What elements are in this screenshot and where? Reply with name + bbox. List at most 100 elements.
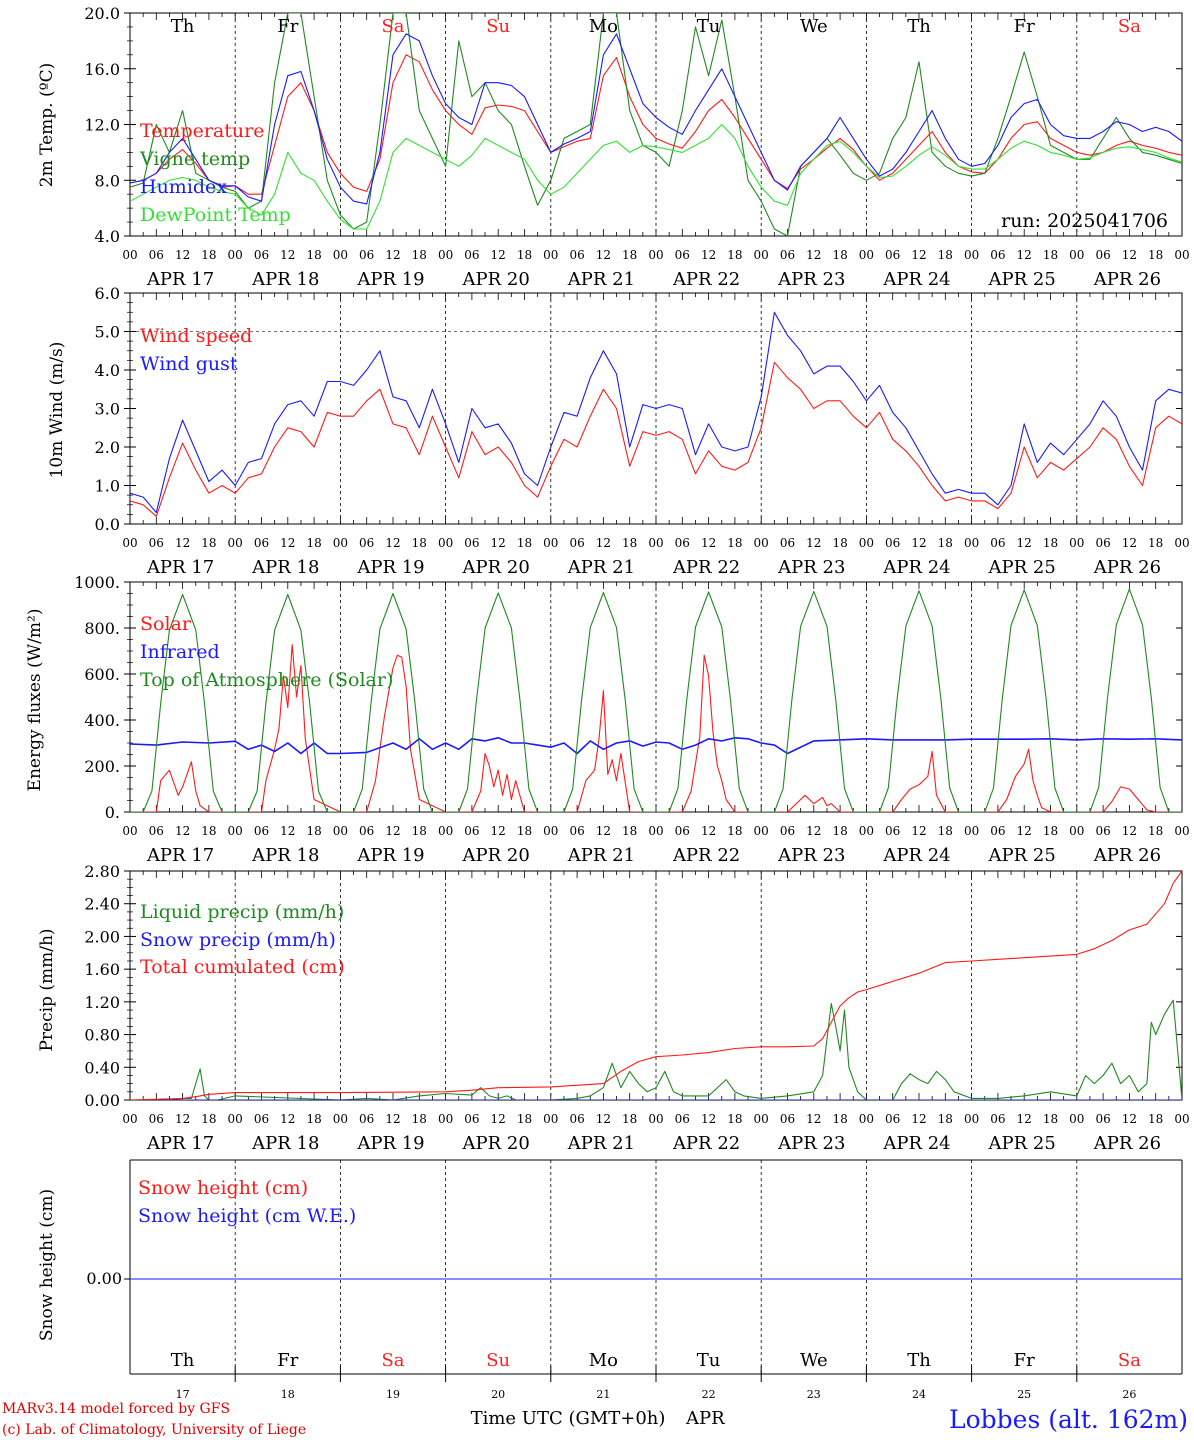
series-group: [130, 13, 1182, 236]
legend-top-of-atmosphere-solar-: Top of Atmosphere (Solar): [140, 669, 393, 691]
station-label: Lobbes (alt. 162m): [949, 1405, 1188, 1434]
date-label: APR 22: [672, 557, 740, 578]
hour-label: 18: [201, 824, 216, 838]
day-of-week-label: Th: [907, 1350, 931, 1371]
day-number-label: 26: [1122, 1388, 1136, 1401]
day-of-week-label: We: [800, 16, 828, 37]
date-label: APR 20: [462, 845, 530, 866]
hour-label: 06: [780, 824, 795, 838]
snow-y-axis-label: Snow height (cm): [37, 1189, 57, 1341]
y-tick-label: 0.0: [95, 515, 120, 534]
hour-label: 18: [832, 1112, 847, 1126]
hour-label: 06: [359, 536, 374, 550]
day-of-week-label: Su: [486, 1350, 510, 1371]
hour-label: 12: [1122, 248, 1137, 262]
hour-label: 18: [1148, 536, 1163, 550]
hour-label: 00: [438, 824, 453, 838]
hour-label: 12: [911, 248, 926, 262]
hour-label: 18: [306, 1112, 321, 1126]
hour-label: 06: [885, 824, 900, 838]
y-tick-label: 3.0: [95, 400, 120, 419]
y-tick-label: 16.0: [84, 60, 120, 79]
date-label: APR 21: [567, 845, 635, 866]
hour-label: 06: [780, 248, 795, 262]
date-label: APR 20: [462, 557, 530, 578]
hour-label: 00: [333, 248, 348, 262]
hour-label: 12: [1122, 1112, 1137, 1126]
hour-label: 00: [1069, 1112, 1084, 1126]
legend-infrared: Infrared: [140, 641, 220, 663]
hour-label: 06: [675, 824, 690, 838]
hour-label: 18: [201, 1112, 216, 1126]
hour-label: 00: [543, 536, 558, 550]
legend-vigne-temp: Vigne temp: [139, 148, 250, 170]
hour-label: 06: [1095, 248, 1110, 262]
date-label: APR 17: [146, 1133, 214, 1154]
hour-label: 00: [333, 1112, 348, 1126]
hour-label: 06: [149, 248, 164, 262]
hour-label: 06: [569, 1112, 584, 1126]
credit-line-2: (c) Lab. of Climatology, University of L…: [2, 1422, 306, 1438]
day-of-week-label: Sa: [1118, 1350, 1141, 1371]
hour-label: 18: [517, 1112, 532, 1126]
series-group: [130, 588, 1182, 812]
date-label: APR 19: [356, 557, 424, 578]
date-label: APR 24: [882, 557, 950, 578]
hour-label: 06: [990, 1112, 1005, 1126]
legend-total-cumulated-cm-: Total cumulated (cm): [140, 956, 345, 978]
hour-label: 12: [806, 248, 821, 262]
precip-y-axis-label: Precip (mm/h): [37, 928, 57, 1051]
hour-label: 06: [780, 536, 795, 550]
hour-label: 12: [280, 824, 295, 838]
hour-label: 18: [1148, 1112, 1163, 1126]
hour-label: 18: [306, 248, 321, 262]
energy-y-axis-label: Energy fluxes (W/m²): [25, 609, 45, 792]
legend-liquid-precip-mm-h-: Liquid precip (mm/h): [140, 901, 344, 923]
day-of-week-label: Sa: [381, 1350, 404, 1371]
hour-label: 06: [885, 536, 900, 550]
date-label: APR 23: [777, 845, 845, 866]
hour-label: 06: [254, 1112, 269, 1126]
hour-label: 18: [412, 248, 427, 262]
hour-label: 00: [754, 536, 769, 550]
hour-label: 06: [254, 824, 269, 838]
day-of-week-label: Sa: [381, 16, 404, 37]
legend-temperature: Temperature: [140, 120, 264, 142]
hour-label: 18: [1043, 248, 1058, 262]
hour-label: 00: [964, 1112, 979, 1126]
hour-label: 18: [1148, 824, 1163, 838]
hour-label: 18: [622, 248, 637, 262]
hour-label: 06: [149, 824, 164, 838]
y-tick-label: 2.80: [84, 862, 120, 881]
hour-label: 12: [491, 824, 506, 838]
hour-label: 00: [122, 824, 137, 838]
day-of-week-label: Th: [907, 16, 931, 37]
hour-label: 00: [754, 1112, 769, 1126]
y-tick-label: 20.0: [84, 4, 120, 23]
hour-label: 00: [648, 248, 663, 262]
day-of-week-label: Th: [171, 16, 195, 37]
y-tick-label: 2.00: [84, 927, 120, 946]
hour-label: 12: [701, 536, 716, 550]
hour-label: 12: [1017, 536, 1032, 550]
hour-label: 18: [832, 248, 847, 262]
date-label: APR 17: [146, 845, 214, 866]
series-group: [130, 871, 1182, 1100]
hour-label: 00: [648, 1112, 663, 1126]
hour-label: 00: [964, 248, 979, 262]
hour-label: 00: [333, 536, 348, 550]
legend-solar: Solar: [140, 613, 192, 635]
date-label: APR 23: [777, 557, 845, 578]
day-of-week-label: Sa: [1118, 16, 1141, 37]
legend-snow-precip-mm-h-: Snow precip (mm/h): [140, 929, 336, 951]
day-of-week-label: Th: [171, 1350, 195, 1371]
hour-label: 12: [1017, 248, 1032, 262]
date-label: APR 26: [1093, 1133, 1161, 1154]
day-of-week-label: Fr: [277, 1350, 298, 1371]
hour-label: 06: [675, 536, 690, 550]
hour-label: 18: [938, 248, 953, 262]
hour-label: 18: [1043, 536, 1058, 550]
hour-label: 18: [1043, 1112, 1058, 1126]
legend-dewpoint-temp: DewPoint Temp: [140, 204, 291, 226]
